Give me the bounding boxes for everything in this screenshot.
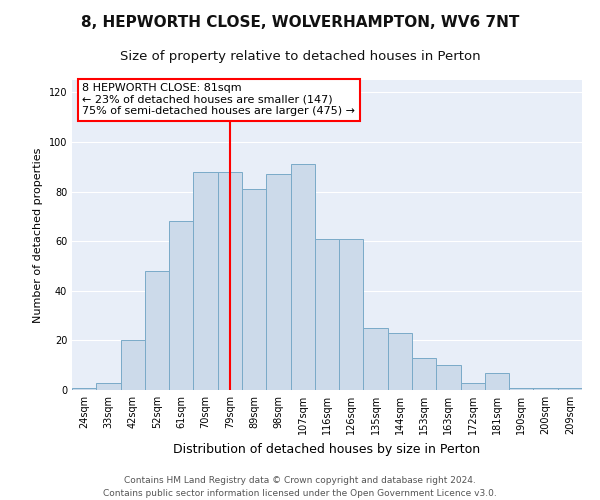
Bar — [290, 164, 315, 390]
Bar — [72, 388, 96, 390]
Text: 8, HEPWORTH CLOSE, WOLVERHAMPTON, WV6 7NT: 8, HEPWORTH CLOSE, WOLVERHAMPTON, WV6 7N… — [81, 15, 519, 30]
Bar — [436, 365, 461, 390]
Bar — [339, 238, 364, 390]
Text: Contains HM Land Registry data © Crown copyright and database right 2024.: Contains HM Land Registry data © Crown c… — [124, 476, 476, 485]
Bar — [242, 189, 266, 390]
Bar — [364, 328, 388, 390]
Text: Contains public sector information licensed under the Open Government Licence v3: Contains public sector information licen… — [103, 488, 497, 498]
Bar — [461, 382, 485, 390]
X-axis label: Distribution of detached houses by size in Perton: Distribution of detached houses by size … — [173, 442, 481, 456]
Bar — [121, 340, 145, 390]
Bar — [533, 388, 558, 390]
Bar — [412, 358, 436, 390]
Bar — [388, 333, 412, 390]
Y-axis label: Number of detached properties: Number of detached properties — [33, 148, 43, 322]
Bar — [96, 382, 121, 390]
Bar — [485, 372, 509, 390]
Text: 8 HEPWORTH CLOSE: 81sqm
← 23% of detached houses are smaller (147)
75% of semi-d: 8 HEPWORTH CLOSE: 81sqm ← 23% of detache… — [82, 83, 355, 116]
Bar — [193, 172, 218, 390]
Bar — [266, 174, 290, 390]
Bar — [315, 238, 339, 390]
Text: Size of property relative to detached houses in Perton: Size of property relative to detached ho… — [119, 50, 481, 63]
Bar — [218, 172, 242, 390]
Bar — [558, 388, 582, 390]
Bar — [509, 388, 533, 390]
Bar — [145, 271, 169, 390]
Bar — [169, 222, 193, 390]
